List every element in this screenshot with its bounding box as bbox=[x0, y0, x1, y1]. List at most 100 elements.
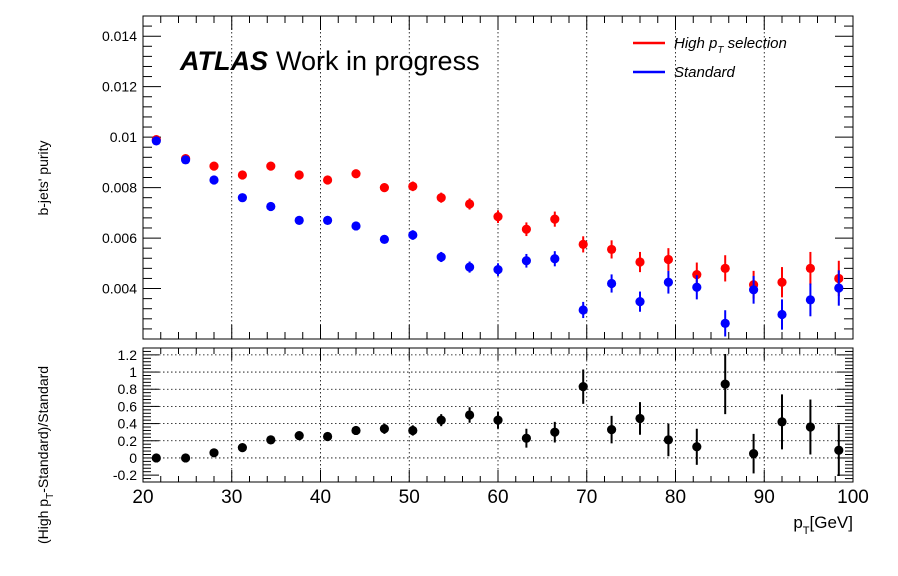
y-tick-label: 1 bbox=[129, 364, 137, 380]
marker bbox=[209, 175, 219, 185]
data-point bbox=[607, 240, 617, 259]
marker bbox=[237, 193, 247, 203]
x-tick-label: 80 bbox=[665, 487, 686, 508]
marker bbox=[578, 305, 588, 315]
data-point bbox=[379, 182, 389, 193]
marker bbox=[521, 256, 532, 266]
marker bbox=[607, 425, 617, 435]
ratio-point bbox=[607, 415, 617, 444]
ratio-point bbox=[209, 448, 219, 458]
bottom-y-tick-labels: -0.200.20.4 0.60.811.2 bbox=[113, 347, 137, 483]
y-tick-label: 0.008 bbox=[102, 180, 137, 196]
ratio-point bbox=[834, 424, 844, 476]
top-plot-frame bbox=[142, 15, 854, 340]
data-point bbox=[237, 170, 247, 180]
data-point bbox=[692, 275, 702, 300]
ratio-point bbox=[635, 402, 645, 435]
bottom-data-points bbox=[151, 354, 844, 476]
marker bbox=[436, 193, 446, 203]
x-tick-label: 60 bbox=[487, 487, 508, 508]
top-y-axis-label: b-jets' purity bbox=[35, 140, 51, 215]
marker bbox=[351, 169, 361, 179]
top-axis-ticks bbox=[142, 15, 854, 340]
marker bbox=[521, 224, 532, 234]
marker bbox=[635, 297, 645, 307]
marker bbox=[237, 443, 247, 453]
marker bbox=[266, 435, 276, 445]
data-point bbox=[578, 301, 588, 319]
marker bbox=[408, 181, 418, 191]
ratio-point bbox=[493, 411, 503, 429]
data-point bbox=[151, 136, 161, 146]
legend-label-standard: Standard bbox=[674, 64, 736, 81]
data-point bbox=[351, 221, 361, 231]
ratio-point bbox=[151, 453, 161, 463]
x-tick-label: 70 bbox=[576, 487, 597, 508]
atlas-label: ATLAS Work in progress bbox=[179, 46, 480, 76]
x-tick-label: 30 bbox=[221, 487, 242, 508]
data-point bbox=[607, 274, 617, 293]
marker bbox=[465, 199, 475, 209]
data-point bbox=[777, 267, 787, 298]
marker bbox=[294, 215, 304, 225]
y-tick-label: 0.012 bbox=[102, 79, 137, 95]
data-point bbox=[323, 215, 333, 225]
marker bbox=[635, 257, 645, 267]
data-point bbox=[635, 251, 645, 273]
ratio-point bbox=[294, 431, 304, 441]
y-tick-label: 0.8 bbox=[118, 381, 138, 397]
marker bbox=[805, 295, 816, 305]
marker bbox=[805, 263, 816, 273]
data-point bbox=[663, 248, 674, 271]
marker bbox=[436, 415, 446, 425]
x-tick-labels: 20 30 40 50 60 70 80 90 100 bbox=[132, 487, 868, 508]
marker bbox=[351, 221, 361, 231]
marker bbox=[323, 431, 333, 442]
ratio-point bbox=[323, 431, 333, 442]
data-point bbox=[266, 161, 276, 171]
ratio-point bbox=[237, 443, 247, 453]
x-axis-label: pT[GeV] bbox=[793, 513, 853, 537]
marker bbox=[408, 230, 418, 240]
marker bbox=[408, 425, 418, 436]
legend-label-high-pt: High pT selection bbox=[674, 35, 787, 56]
marker bbox=[379, 234, 389, 244]
ratio-point bbox=[436, 414, 446, 427]
ratio-point bbox=[578, 369, 588, 404]
data-point bbox=[550, 251, 560, 267]
ratio-point bbox=[692, 428, 702, 465]
marker bbox=[351, 425, 361, 436]
marker bbox=[181, 453, 191, 463]
x-tick-label: 50 bbox=[399, 487, 420, 508]
data-point bbox=[521, 253, 532, 268]
marker bbox=[151, 136, 161, 146]
data-point bbox=[521, 222, 532, 237]
marker bbox=[266, 161, 276, 171]
marker bbox=[749, 449, 759, 459]
data-point bbox=[209, 175, 219, 185]
y-tick-label: -0.2 bbox=[113, 467, 137, 483]
data-point bbox=[379, 234, 389, 244]
y-tick-label: 0.01 bbox=[110, 129, 137, 145]
ratio-point bbox=[749, 433, 759, 474]
data-point bbox=[237, 193, 247, 203]
data-point bbox=[749, 275, 759, 304]
marker bbox=[237, 170, 247, 180]
bottom-y-axis-label: (High pT-Standard)/Standard bbox=[35, 366, 56, 544]
marker bbox=[151, 453, 161, 463]
y-tick-label: 0 bbox=[129, 450, 137, 466]
x-tick-label: 100 bbox=[837, 487, 869, 508]
ratio-point bbox=[720, 354, 730, 415]
data-point bbox=[777, 299, 787, 330]
marker bbox=[834, 445, 844, 455]
ratio-point bbox=[181, 453, 191, 463]
top-data-points bbox=[151, 135, 844, 337]
data-point bbox=[436, 251, 446, 263]
bottom-plot-frame bbox=[142, 347, 854, 483]
marker bbox=[379, 182, 389, 193]
marker bbox=[493, 212, 503, 222]
data-point bbox=[805, 251, 816, 285]
marker bbox=[550, 254, 560, 264]
x-tick-label: 90 bbox=[754, 487, 775, 508]
data-point bbox=[181, 155, 191, 165]
